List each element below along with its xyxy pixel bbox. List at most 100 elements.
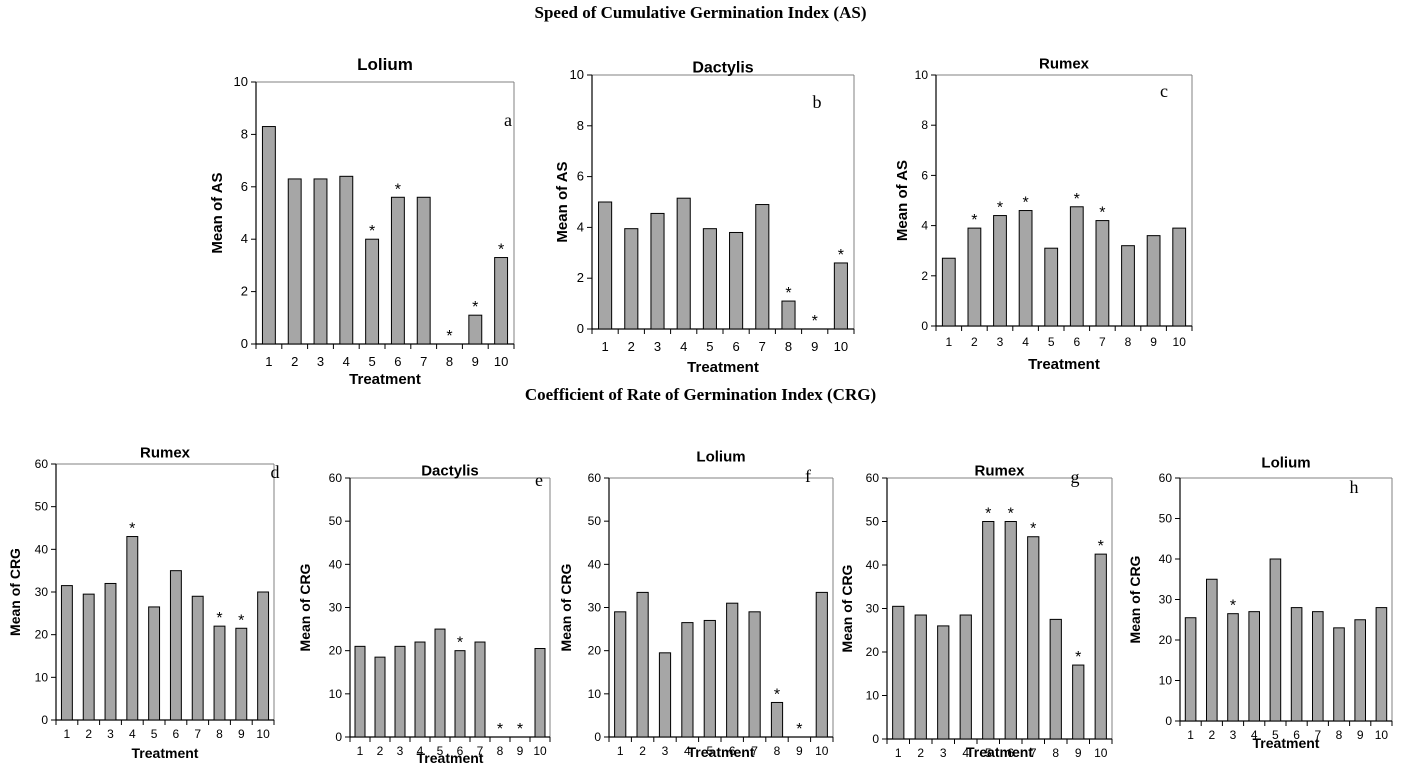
y-tick-label: 30 xyxy=(1159,593,1173,607)
y-tick-label: 2 xyxy=(241,284,248,299)
x-tick-label: 9 xyxy=(796,744,803,758)
chart-title: Lolium xyxy=(357,55,413,74)
bar xyxy=(1290,607,1303,722)
x-tick-label: 10 xyxy=(815,744,829,758)
bar xyxy=(339,175,354,345)
bar xyxy=(815,591,828,738)
y-tick-label: 2 xyxy=(577,270,584,285)
bar xyxy=(982,521,995,740)
y-tick-label: 60 xyxy=(329,471,343,485)
bar xyxy=(313,178,328,345)
bar xyxy=(1354,619,1366,722)
y-tick-label: 4 xyxy=(577,219,584,234)
y-tick-label: 30 xyxy=(588,601,602,615)
bar xyxy=(614,611,627,738)
x-tick-label: 8 xyxy=(497,744,504,758)
y-tick-label: 50 xyxy=(866,515,880,529)
bar xyxy=(676,197,691,330)
bar xyxy=(1248,611,1260,722)
bar xyxy=(892,605,905,740)
y-tick-label: 8 xyxy=(241,126,248,141)
y-tick-label: 10 xyxy=(915,68,929,82)
significance-star: * xyxy=(129,521,135,538)
x-tick-label: 3 xyxy=(1230,728,1237,742)
x-tick-label: 8 xyxy=(1336,728,1343,742)
x-tick-label: 6 xyxy=(394,354,401,369)
chart-title: Lolium xyxy=(696,448,745,465)
x-tick-label: 5 xyxy=(437,744,444,758)
bar xyxy=(703,619,716,738)
bar xyxy=(1227,613,1239,722)
y-tick-label: 10 xyxy=(588,687,602,701)
significance-star: * xyxy=(785,285,791,302)
x-tick-label: 1 xyxy=(1187,728,1194,742)
bar xyxy=(967,227,982,327)
y-tick-label: 6 xyxy=(241,179,248,194)
y-tick-label: 10 xyxy=(570,67,584,82)
x-tick-label: 2 xyxy=(291,354,298,369)
y-tick-label: 20 xyxy=(329,644,343,658)
significance-star: * xyxy=(238,612,244,629)
x-tick-label: 1 xyxy=(601,339,608,354)
x-tick-label: 9 xyxy=(472,354,479,369)
x-tick-label: 9 xyxy=(1075,746,1082,760)
x-tick-label: 10 xyxy=(256,727,270,741)
y-tick-label: 0 xyxy=(335,730,342,744)
x-tick-label: 4 xyxy=(417,744,424,758)
chart-title: Lolium xyxy=(1261,454,1310,471)
x-tick-label: 4 xyxy=(684,744,691,758)
x-tick-label: 1 xyxy=(357,744,364,758)
y-tick-label: 4 xyxy=(241,231,248,246)
x-tick-label: 8 xyxy=(785,339,792,354)
x-tick-label: 6 xyxy=(729,744,736,758)
significance-star: * xyxy=(971,212,977,229)
bar xyxy=(726,602,739,738)
x-tick-label: 1 xyxy=(265,354,272,369)
x-tick-label: 3 xyxy=(997,335,1004,349)
bar xyxy=(636,591,649,738)
y-axis-label: Mean of CRG xyxy=(558,563,574,651)
x-axis-label: Treatment xyxy=(132,745,199,761)
chart-e: 0 10 20 30 40 50 60 1 2 3 4 5 6 * 7 8 * 9 * 10 Dactylis e Trea… xyxy=(297,462,551,766)
bar xyxy=(126,536,139,721)
bar xyxy=(191,595,204,721)
x-tick-label: 7 xyxy=(477,744,484,758)
chart-title: Rumex xyxy=(974,462,1025,479)
bar xyxy=(104,582,117,721)
y-tick-label: 0 xyxy=(241,336,248,351)
bar xyxy=(650,212,665,330)
bar xyxy=(354,645,366,738)
x-tick-label: 2 xyxy=(1208,728,1215,742)
x-tick-label: 3 xyxy=(397,744,404,758)
y-tick-label: 40 xyxy=(329,557,343,571)
y-axis-label: Mean of CRG xyxy=(7,548,23,636)
y-axis-label: Mean of AS xyxy=(894,160,911,241)
x-tick-label: 6 xyxy=(732,339,739,354)
x-tick-label: 4 xyxy=(962,746,969,760)
chart-title: Dactylis xyxy=(692,60,753,77)
y-tick-label: 4 xyxy=(921,219,928,233)
bar xyxy=(454,650,466,738)
x-tick-label: 2 xyxy=(639,744,646,758)
bar xyxy=(1121,245,1135,327)
x-axis-label: Treatment xyxy=(966,744,1033,760)
x-tick-label: 8 xyxy=(1125,335,1132,349)
x-tick-label: 10 xyxy=(1375,728,1389,742)
crg-section-title: Coefficient of Rate of Germination Index… xyxy=(524,385,877,404)
bar xyxy=(468,314,483,345)
x-tick-label: 4 xyxy=(1251,728,1258,742)
y-tick-label: 50 xyxy=(329,514,343,528)
panel-label: f xyxy=(805,466,811,486)
x-tick-label: 7 xyxy=(194,727,201,741)
x-tick-label: 5 xyxy=(1272,728,1279,742)
panel-label: g xyxy=(1071,467,1080,487)
x-tick-label: 10 xyxy=(1173,335,1187,349)
chart-d: 0 10 20 30 40 50 60 1 2 3 4 * 5 6 7 8 * 9 * 10 Rumex d Treatme… xyxy=(7,444,280,761)
bar xyxy=(1044,247,1059,327)
x-tick-label: 2 xyxy=(85,727,92,741)
bar xyxy=(833,262,848,330)
bar xyxy=(598,201,613,330)
bar xyxy=(390,196,405,345)
bar xyxy=(235,627,248,721)
